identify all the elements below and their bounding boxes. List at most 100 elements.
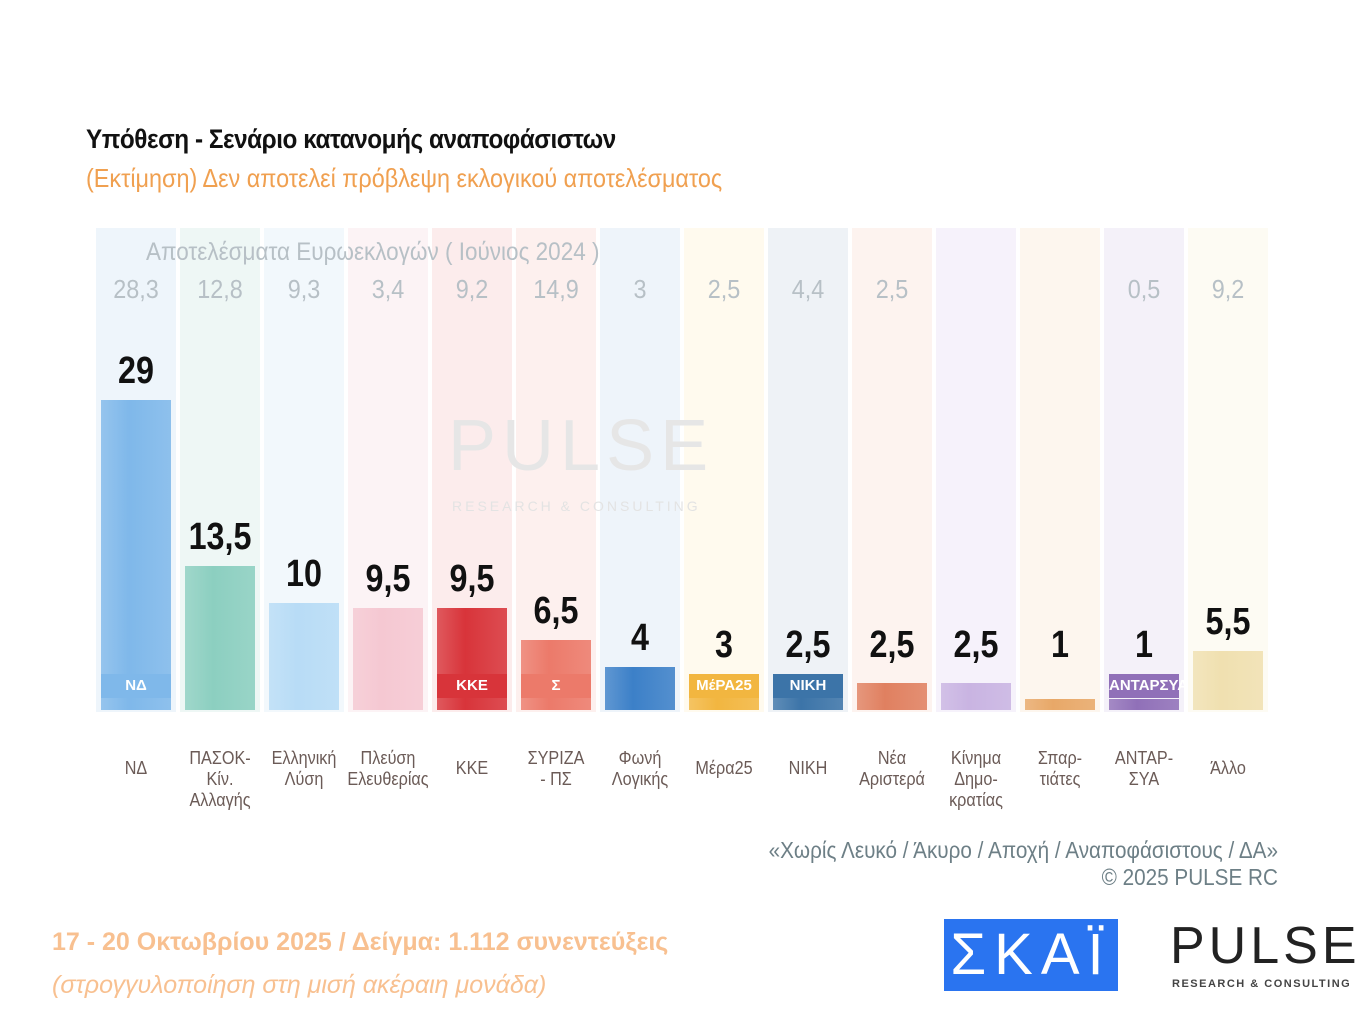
value-label: 5,5 <box>1205 601 1251 644</box>
category-line: Λογικής <box>611 769 669 789</box>
category-label: Μέρα25 <box>681 758 767 779</box>
party-logo: ΑΝΤΑΡΣΥΑ <box>1109 674 1188 698</box>
euro-2024-label: 2,5 <box>875 274 909 304</box>
category-label: ΚΚΕ <box>429 758 515 779</box>
category-line: - ΠΣ <box>540 769 572 789</box>
category-label: Φωνή Λογικής <box>597 748 683 790</box>
euro-2024-label: 0,5 <box>1127 274 1161 304</box>
column-background <box>852 228 932 712</box>
party-logo: ΝΔ <box>101 674 171 698</box>
party-logo: ΝΙΚΗ <box>773 674 843 698</box>
euro-2024-label: 28,3 <box>113 274 159 304</box>
column-background <box>600 228 680 712</box>
chart-subtitle: (Εκτίμηση) Δεν αποτελεί πρόβλεψη εκλογικ… <box>86 163 723 193</box>
pulse-logo-sub: RESEARCH & CONSULTING <box>1172 978 1352 990</box>
category-label: Κίνημα Δημο-κρατίας <box>933 748 1019 811</box>
category-line: Άλλο <box>1210 758 1246 778</box>
column-background <box>768 228 848 712</box>
chart-title: Υπόθεση - Σενάριο κατανομής αναποφάσιστω… <box>86 124 616 154</box>
euro-2024-label: 3,4 <box>371 274 405 304</box>
value-label: 4 <box>631 617 649 660</box>
value-label: 6,5 <box>533 590 579 633</box>
category-label: ΝΙΚΗ <box>765 758 851 779</box>
value-label: 2,5 <box>869 624 915 666</box>
value-label: 2,5 <box>785 624 831 666</box>
pulse-watermark: PULSE <box>448 406 715 486</box>
value-label: 9,5 <box>449 558 495 601</box>
value-label: 2,5 <box>953 624 999 666</box>
bar <box>185 565 255 710</box>
category-line: κρατίας <box>949 790 1003 810</box>
category-label: Νέα Αριστερά <box>849 748 935 790</box>
euro-results-title: Αποτελέσματα Ευρωεκλογών ( Ιούνιος 2024 … <box>146 238 600 266</box>
bar <box>1193 651 1263 710</box>
rounding-note: (στρογγυλοποίηση στη μισή ακέραιη μονάδα… <box>52 971 547 999</box>
bar <box>605 667 675 710</box>
skai-logo: ΣΚΑΪ <box>944 919 1118 991</box>
category-label: Ελληνική Λύση <box>261 748 347 790</box>
category-line: ΣΥΡΙΖΑ <box>527 748 585 768</box>
euro-2024-label: 3 <box>633 274 647 304</box>
euro-2024-label: 9,3 <box>287 274 321 304</box>
euro-2024-label: 4,4 <box>791 274 825 304</box>
column-background <box>1188 228 1268 712</box>
column-background <box>516 228 596 712</box>
bar <box>941 683 1011 710</box>
category-line: ΠΑΣΟΚ-Κίν. <box>189 748 251 789</box>
copyright: © 2025 PULSE RC <box>1101 864 1278 890</box>
value-label: 1 <box>1051 624 1069 666</box>
category-line: Αλλαγής <box>189 790 251 810</box>
euro-2024-label: 12,8 <box>197 274 243 304</box>
category-label: Σπαρ-τιάτες <box>1017 748 1103 790</box>
category-line: Λύση <box>284 769 324 789</box>
bar <box>857 683 927 710</box>
category-line: Νέα <box>877 748 907 768</box>
euro-2024-label: 14,9 <box>533 274 579 304</box>
party-logo: Σ <box>521 674 591 698</box>
category-line: Φωνή <box>618 748 662 768</box>
bar <box>101 399 171 710</box>
category-line: ΑΝΤΑΡ- <box>1114 748 1174 768</box>
category-label: Άλλο <box>1185 758 1271 779</box>
category-label: ΑΝΤΑΡ- ΣΥΑ <box>1101 748 1187 790</box>
category-line: Κίνημα <box>950 748 1002 768</box>
category-line: Ελληνική <box>271 748 337 768</box>
category-label: ΠΑΣΟΚ-Κίν. Αλλαγής <box>177 748 263 811</box>
value-label: 13,5 <box>188 515 252 558</box>
category-line: ΝΔ <box>124 758 148 778</box>
category-line: ΚΚΕ <box>455 758 489 778</box>
column-background <box>1020 228 1100 712</box>
party-logo: ΜέΡΑ25 <box>689 674 759 698</box>
category-line: Σπαρ- <box>1037 748 1083 768</box>
euro-2024-label: 2,5 <box>707 274 741 304</box>
category-line: τιάτες <box>1039 769 1081 789</box>
category-line: Πλεύση <box>360 748 416 768</box>
party-logo: ΚΚΕ <box>437 674 507 698</box>
date-sample: 17 - 20 Οκτωβρίου 2025 / Δείγμα: 1.112 σ… <box>52 928 669 956</box>
category-line: Δημο- <box>954 769 998 789</box>
column-background <box>684 228 764 712</box>
value-label: 9,5 <box>365 558 411 601</box>
category-line: Αριστερά <box>859 769 925 789</box>
category-label: Πλεύση Ελευθερίας <box>345 748 431 790</box>
bar <box>269 603 339 710</box>
euro-2024-label: 9,2 <box>455 274 489 304</box>
value-label: 29 <box>118 349 154 392</box>
euro-2024-label: 9,2 <box>1211 274 1245 304</box>
bar <box>1109 699 1179 710</box>
value-label: 1 <box>1135 624 1153 666</box>
category-line: ΝΙΚΗ <box>788 758 828 778</box>
column-background <box>936 228 1016 712</box>
category-label: ΝΔ <box>93 758 179 779</box>
pulse-logo: PULSE <box>1170 917 1360 975</box>
bar <box>1025 699 1095 710</box>
bar <box>353 608 423 710</box>
footnote: «Χωρίς Λευκό / Άκυρο / Αποχή / Αναποφάσι… <box>768 837 1278 863</box>
category-line: Μέρα25 <box>695 758 753 778</box>
value-label: 10 <box>286 553 322 595</box>
category-line: Ελευθερίας <box>347 769 429 789</box>
pulse-watermark-sub: RESEARCH & CONSULTING <box>452 498 701 514</box>
category-label: ΣΥΡΙΖΑ - ΠΣ <box>513 748 599 790</box>
category-line: ΣΥΑ <box>1128 769 1160 789</box>
